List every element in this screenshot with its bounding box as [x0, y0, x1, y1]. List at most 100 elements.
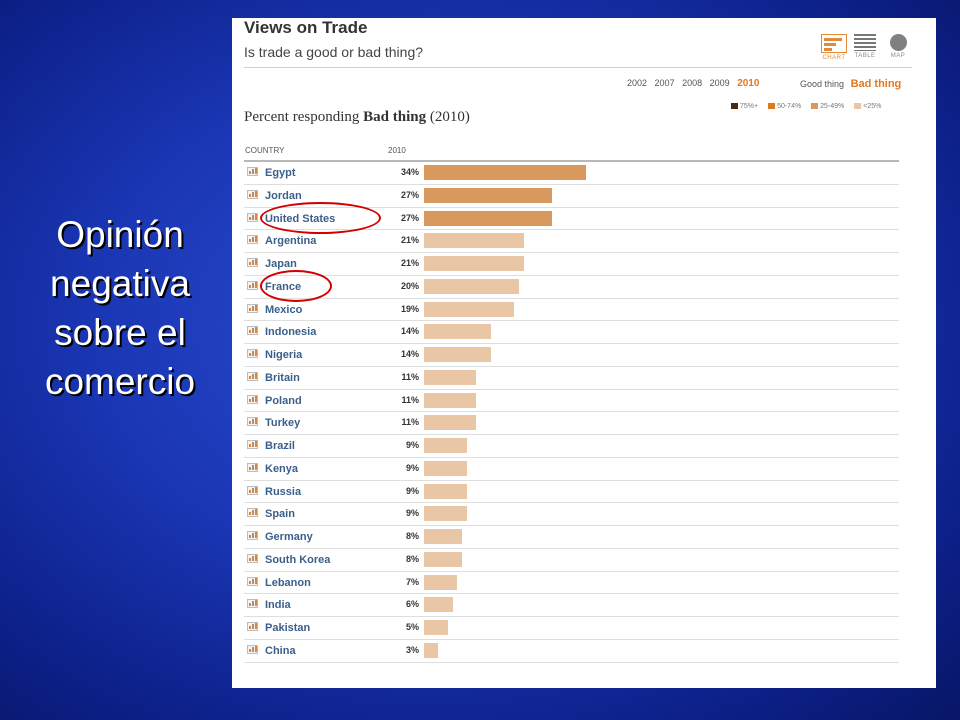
mini-bar-chart-icon[interactable]: [247, 622, 258, 631]
legend-entry: <25%: [854, 103, 881, 110]
value-label: 11%: [401, 394, 419, 405]
country-name[interactable]: Lebanon: [265, 576, 311, 589]
bar: [424, 165, 586, 180]
table-row: Turkey 11%: [244, 412, 899, 435]
chart-title-emphasis: Bad thing: [363, 109, 427, 125]
chart-view-label: CHART: [822, 55, 846, 61]
mini-bar-chart-icon[interactable]: [247, 576, 258, 586]
country-name[interactable]: Spain: [265, 508, 295, 521]
chart-view-tab[interactable]: CHART: [819, 34, 849, 64]
table-row: Indonesia 14%: [244, 321, 899, 344]
mini-bar-chart-icon[interactable]: [247, 417, 258, 427]
table-header-rule: [244, 160, 899, 162]
legend-label: 50-74%: [777, 103, 802, 110]
bar: [424, 438, 467, 453]
map-view-label: MAP: [890, 53, 906, 59]
table-view-tab[interactable]: TABLE: [850, 34, 880, 64]
caption-line: comercio: [44, 361, 196, 402]
country-name[interactable]: Argentina: [265, 235, 317, 248]
bar-rows: Egypt 34% Jordan 27% United States 27% Argenti…: [232, 18, 936, 688]
mini-bar-chart-icon[interactable]: [247, 349, 258, 358]
mini-bar-chart-icon[interactable]: [247, 371, 258, 381]
mini-bar-chart-icon[interactable]: [247, 440, 258, 449]
mini-bar-chart-icon[interactable]: [247, 189, 258, 199]
legend-label: <25%: [863, 103, 882, 110]
value-label: 3%: [405, 644, 419, 655]
table-row: Russia 9%: [244, 481, 899, 504]
year-option[interactable]: 2007: [654, 78, 675, 88]
good-thing-toggle[interactable]: Good thing: [800, 79, 845, 89]
map-view-tab[interactable]: MAP: [883, 34, 913, 64]
country-name[interactable]: Brazil: [265, 440, 295, 452]
legend-swatch: [731, 103, 738, 109]
mini-bar-chart-icon[interactable]: [247, 531, 258, 540]
country-name[interactable]: Mexico: [265, 303, 303, 316]
mini-bar-chart-icon[interactable]: [247, 394, 258, 404]
table-row: France 20%: [244, 276, 899, 299]
table-row: Mexico 19%: [244, 299, 899, 322]
country-name[interactable]: Turkey: [265, 417, 301, 430]
country-name[interactable]: Nigeria: [265, 349, 303, 361]
mini-bar-chart-icon[interactable]: [247, 280, 258, 290]
mini-bar-chart-icon[interactable]: [247, 258, 258, 267]
mini-bar-chart-icon[interactable]: [247, 553, 258, 563]
year-option[interactable]: 2002: [627, 78, 648, 88]
value-label: 6%: [405, 599, 419, 610]
value-label: 21%: [400, 258, 419, 268]
legend-entry: 25-49%: [811, 103, 844, 110]
country-name[interactable]: Egypt: [265, 167, 296, 179]
bar: [424, 642, 439, 658]
country-name[interactable]: Britain: [265, 371, 300, 384]
mini-bar-chart-icon[interactable]: [247, 644, 258, 654]
view-switcher: CHART TABLE MAP: [819, 34, 919, 64]
legend-entry: 75%+: [731, 103, 758, 110]
year-option[interactable]: 2008: [682, 78, 703, 88]
mini-bar-chart-icon[interactable]: [247, 485, 258, 495]
table-row: Nigeria 14%: [244, 344, 899, 367]
mini-bar-chart-icon[interactable]: [247, 508, 258, 518]
country-name[interactable]: Japan: [265, 258, 297, 270]
bad-thing-toggle[interactable]: Bad thing: [850, 78, 902, 90]
trade-chart-panel: Views on Trade Is trade a good or bad th…: [232, 18, 936, 688]
mini-bar-chart-icon[interactable]: [247, 167, 258, 176]
value-label: 9%: [405, 440, 419, 450]
legend-swatch: [768, 103, 776, 109]
bar: [424, 392, 477, 408]
value-label: 8%: [405, 531, 419, 541]
value-label: 27%: [400, 212, 419, 223]
country-name[interactable]: Poland: [265, 394, 302, 407]
country-name[interactable]: Kenya: [265, 462, 299, 475]
table-row: Lebanon 7%: [244, 572, 899, 595]
country-name[interactable]: Russia: [265, 485, 302, 498]
table-row: Jordan 27%: [244, 185, 899, 208]
chart-title-prefix: Percent responding: [244, 109, 360, 125]
year-option[interactable]: 2009: [709, 78, 730, 88]
table-row: Pakistan 5%: [244, 617, 899, 640]
country-name[interactable]: China: [265, 644, 296, 657]
country-name[interactable]: Pakistan: [265, 622, 311, 634]
year-column-header[interactable]: 2010: [388, 146, 406, 155]
country-column-header[interactable]: COUNTRY: [245, 146, 285, 155]
value-label: 9%: [405, 485, 419, 496]
table-row: Germany 8%: [244, 526, 899, 549]
table-row: Kenya 9%: [244, 458, 899, 481]
mini-bar-chart-icon[interactable]: [247, 235, 258, 245]
mini-bar-chart-icon[interactable]: [247, 326, 258, 336]
table-row: China 3%: [244, 640, 899, 663]
bar: [424, 256, 524, 271]
caption-line: Opinión: [56, 214, 184, 255]
bar: [424, 415, 477, 431]
mini-bar-chart-icon[interactable]: [247, 462, 258, 472]
bar: [424, 187, 553, 203]
country-name[interactable]: India: [265, 599, 291, 612]
country-name[interactable]: Germany: [265, 531, 313, 543]
mini-bar-chart-icon[interactable]: [247, 212, 258, 222]
mini-bar-chart-icon[interactable]: [247, 599, 258, 609]
country-name[interactable]: Jordan: [265, 189, 302, 202]
page-subtitle: Is trade a good or bad thing?: [244, 44, 424, 60]
country-name[interactable]: Indonesia: [265, 326, 317, 339]
mini-bar-chart-icon[interactable]: [247, 303, 258, 313]
country-name[interactable]: South Korea: [265, 553, 331, 566]
year-option-selected[interactable]: 2010: [737, 78, 760, 89]
bar: [424, 233, 524, 249]
